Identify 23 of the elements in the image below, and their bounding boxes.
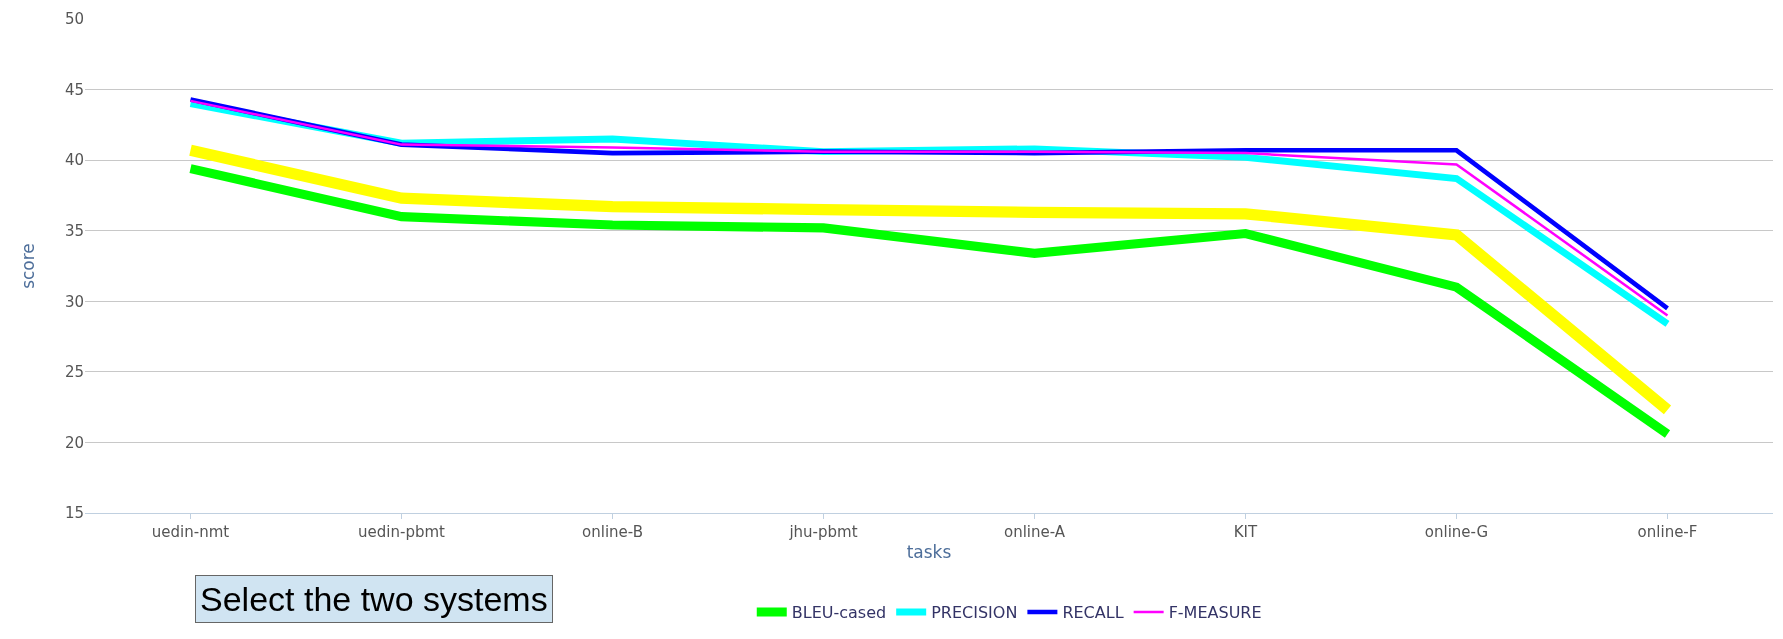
y-axis-title: score (18, 243, 39, 289)
x-tick-label: online-B (582, 523, 643, 541)
legend-label: BLEU-cased (791, 603, 887, 623)
x-tick-label: online-A (1003, 523, 1066, 541)
y-tick-label: 40 (64, 151, 84, 170)
x-tick-label: uedin-pbmt (358, 523, 446, 541)
x-tick-label: online-F (1637, 523, 1698, 541)
x-axis-title: tasks (906, 542, 952, 563)
x-tick-label: jhu-pbmt (788, 523, 858, 541)
y-tick-label: 25 (64, 363, 84, 382)
y-tick-label: 50 (64, 10, 84, 29)
text: Select the two systems (200, 580, 548, 618)
legend-label: RECALL (1062, 603, 1124, 623)
x-tick-label: uedin-nmt (151, 523, 230, 541)
x-tick-label: online-G (1424, 523, 1489, 541)
y-tick-label: 35 (64, 221, 84, 240)
legend-label: PRECISION (931, 603, 1018, 623)
y-tick-label: 45 (64, 80, 84, 99)
x-tick-label: KIT (1233, 523, 1259, 541)
y-tick-label: 30 (64, 292, 84, 311)
y-tick-label: 20 (64, 433, 84, 452)
y-tick-label: 15 (64, 504, 84, 523)
legend-label: F-MEASURE (1168, 603, 1262, 623)
